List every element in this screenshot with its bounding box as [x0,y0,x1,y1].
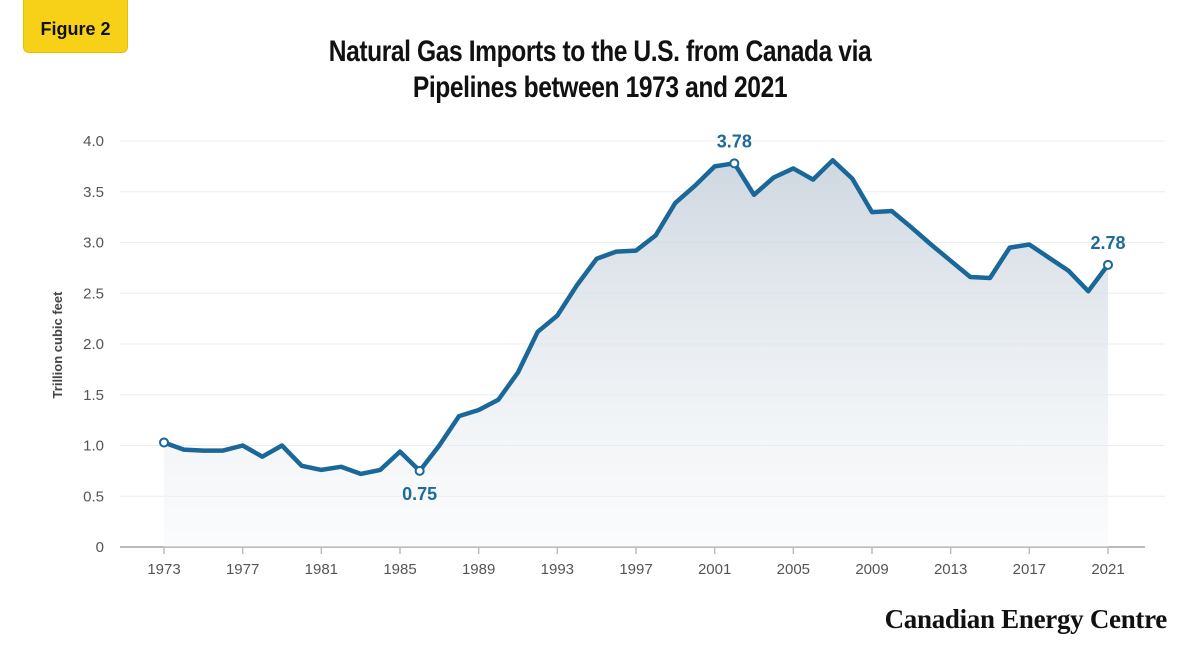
data-point-marker [1103,259,1113,270]
y-tick-label: 4.0 [83,133,104,150]
x-tick-label: 1997 [619,561,652,578]
chart-title-line-1: Natural Gas Imports to the U.S. from Can… [328,35,872,68]
data-label: 3.78 [717,131,752,151]
x-tick-label: 2021 [1091,561,1124,578]
y-tick-label: 0.5 [83,488,104,505]
y-tick-label: 3.5 [83,184,104,201]
data-label: 2.78 [1090,233,1125,253]
data-point-marker [159,437,169,448]
x-tick-label: 2005 [777,561,810,578]
y-tick-label: 2.0 [83,336,104,353]
chart-title-line-2: Pipelines between 1973 and 2021 [412,71,788,104]
x-tick-label: 1985 [383,561,416,578]
series-line [163,158,1110,477]
data-point-marker [414,465,425,476]
x-tick-label: 1981 [305,561,338,578]
x-tick-label: 1977 [226,561,259,578]
y-axis-label: Trillion cubic feet [50,291,65,399]
x-tick-label: 2017 [1013,561,1046,578]
data-label: 0.75 [402,484,437,504]
area-fill [164,160,1108,548]
x-tick-label: 1993 [541,561,574,578]
y-tick-label: 0 [96,539,104,556]
y-tick-label: 1.5 [83,387,104,404]
logo: Canadian Energy Centre [884,604,1168,634]
y-tick-label: 1.0 [83,438,104,455]
x-tick-label: 2009 [855,561,888,578]
x-tick-label: 1989 [462,561,495,578]
y-tick-label: 2.5 [83,285,104,302]
x-tick-label: 2013 [934,561,967,578]
x-tick-label: 1973 [147,561,180,578]
chart-title: Natural Gas Imports to the U.S. from Can… [272,34,928,106]
y-tick-label: 3.0 [83,235,104,252]
data-point-marker [729,158,740,169]
x-tick-label: 2001 [698,561,731,578]
figure-badge: Figure 2 [23,0,128,53]
